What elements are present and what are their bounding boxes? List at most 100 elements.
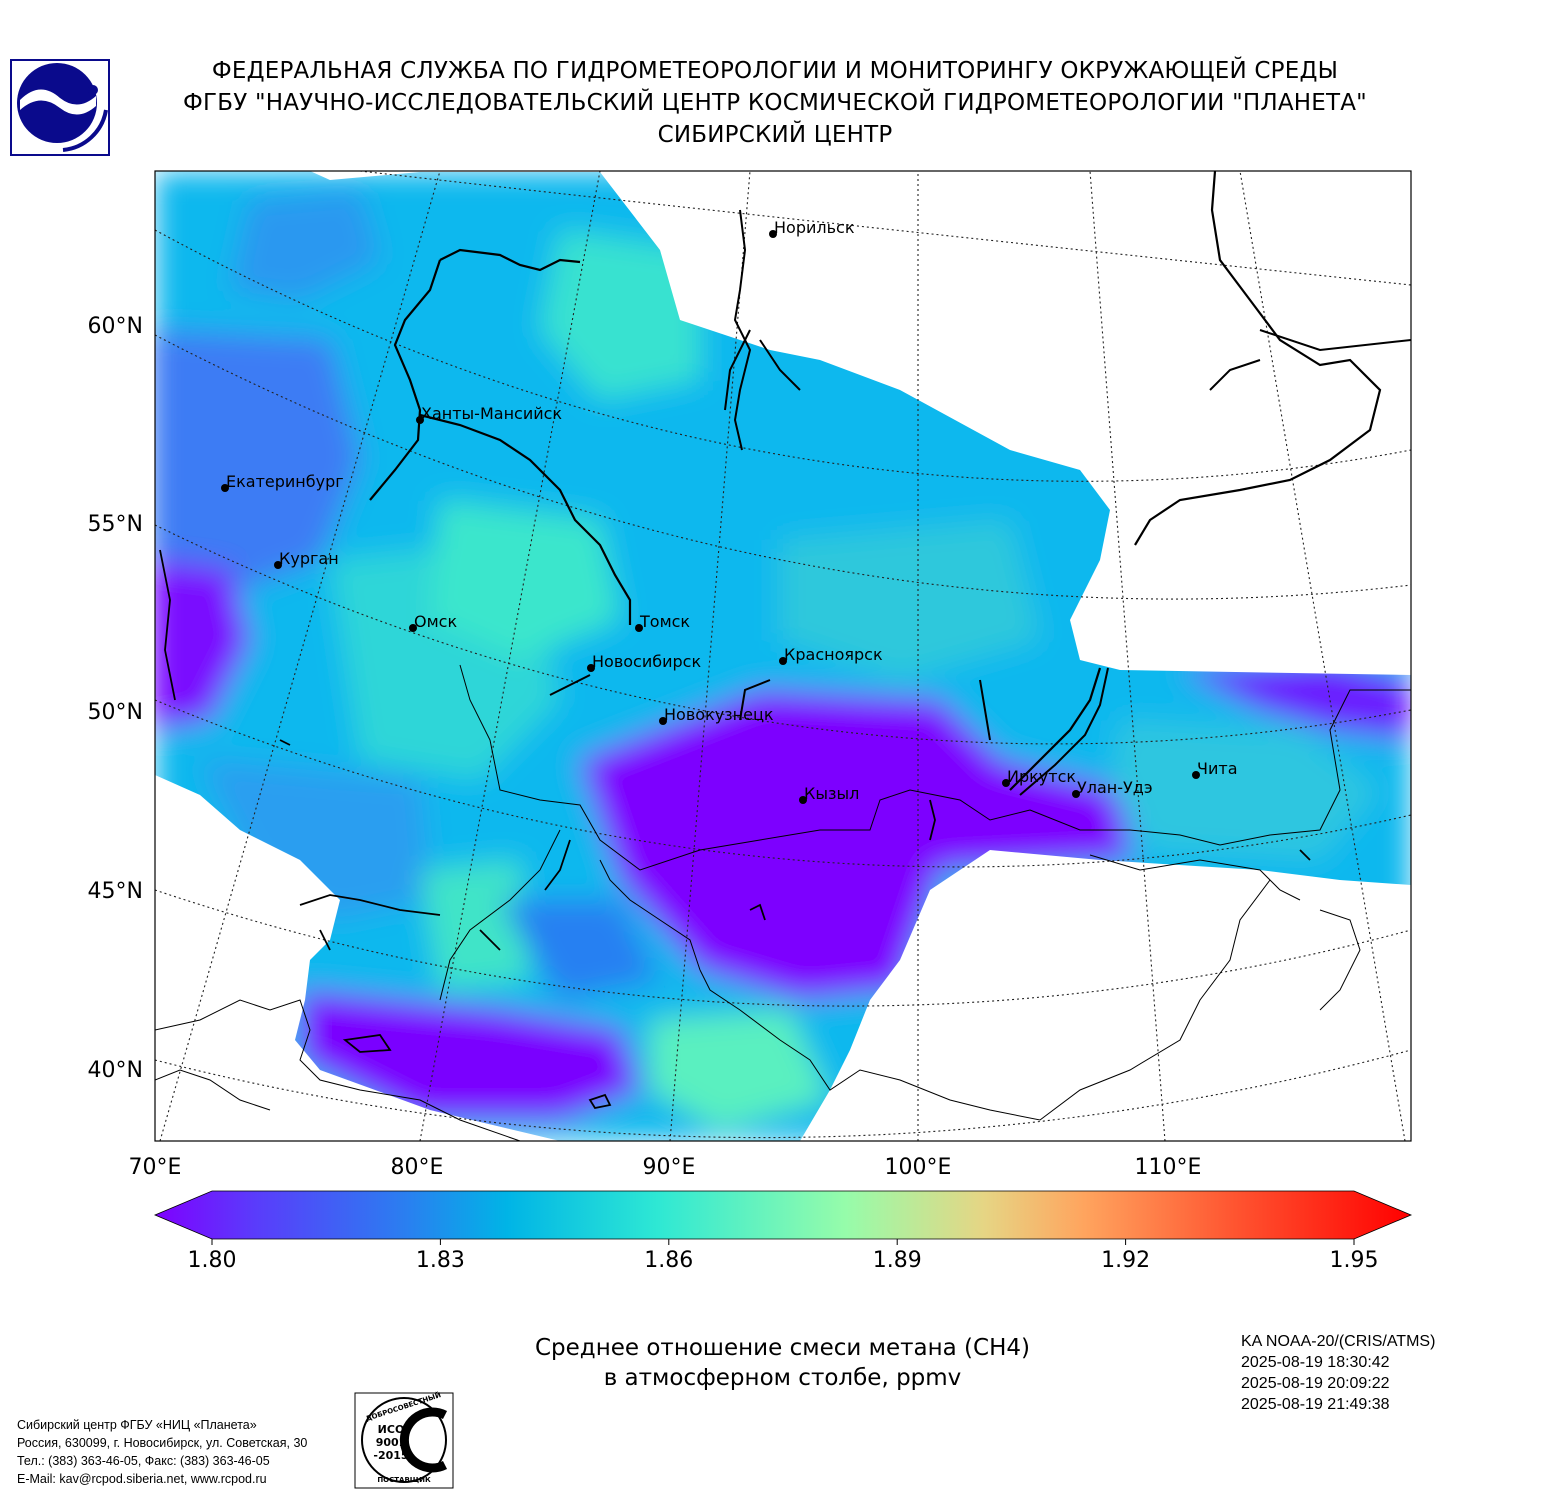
city-label: Курган: [279, 549, 339, 568]
city-dot: [409, 624, 417, 632]
city-marker: Иркутск: [1002, 767, 1076, 787]
logo-emblem: [10, 59, 110, 156]
city-label: Новосибирск: [592, 652, 701, 671]
lat-label-50: 50°N: [88, 700, 143, 725]
field-patch: [780, 520, 1040, 680]
city-marker: Кызыл: [799, 784, 859, 804]
city-dot: [659, 717, 667, 725]
city-label: Иркутск: [1007, 767, 1076, 786]
colorbar-tick-label: 1.89: [873, 1248, 922, 1273]
colorbar: 1.80 1.83 1.86 1.89 1.92 1.95: [153, 1190, 1413, 1273]
city-marker: Улан-Удэ: [1072, 778, 1153, 798]
field-patch: [650, 1010, 830, 1130]
city-marker: Курган: [274, 549, 339, 569]
field-patch: [1180, 660, 1411, 740]
pass-time-1: 2025-08-19 18:30:42: [1241, 1354, 1390, 1371]
field-patch: [200, 760, 430, 920]
field-patch: [740, 380, 1060, 520]
footer-org: Сибирский центр ФГБУ «НИЦ «Планета»: [17, 1418, 257, 1432]
city-label: Екатеринбург: [226, 472, 344, 491]
city-dot: [799, 796, 807, 804]
lat-label-60: 60°N: [88, 314, 143, 339]
lon-label-110: 110°E: [1135, 1155, 1202, 1180]
rivers-and-borders: [155, 171, 1411, 1141]
cert-number-text: 9001: [376, 1436, 407, 1449]
pass-time-3: 2025-08-19 21:49:38: [1241, 1396, 1390, 1413]
city-label: Томск: [639, 612, 690, 631]
pass-time-2: 2025-08-19 20:09:22: [1241, 1375, 1390, 1392]
field-patch: [300, 990, 640, 1120]
city-dot: [1072, 790, 1080, 798]
colorbar-gradient: [153, 1190, 1413, 1240]
header-title-line-1: ФЕДЕРАЛЬНАЯ СЛУЖБА ПО ГИДРОМЕТЕОРОЛОГИИ …: [211, 58, 1339, 84]
lon-label-70: 70°E: [129, 1155, 182, 1180]
colorbar-tick-label: 1.80: [188, 1248, 237, 1273]
colorbar-tick-label: 1.86: [644, 1248, 693, 1273]
map-caption-line-2: в атмосферном столбе, ppmv: [603, 1365, 962, 1391]
city-label: Чита: [1197, 759, 1238, 778]
city-marker: Чита: [1192, 759, 1238, 779]
field-patch: [540, 230, 700, 400]
city-label: Кызыл: [804, 784, 859, 803]
lon-label-80: 80°E: [391, 1155, 444, 1180]
colorbar-tick-label: 1.92: [1101, 1248, 1150, 1273]
city-dot: [587, 664, 595, 672]
city-label: Норильск: [774, 218, 855, 237]
footer-phone: Тел.: (383) 363-46-05, Факс: (383) 363-4…: [17, 1454, 270, 1468]
latitude-labels: 60°N 55°N 50°N 45°N 40°N: [88, 314, 143, 1083]
city-dot: [221, 484, 229, 492]
field-patch: [580, 690, 1130, 1000]
longitude-labels: 70°E 80°E 90°E 100°E 110°E: [129, 1155, 1202, 1180]
city-marker: Томск: [635, 612, 690, 632]
footer-address: Россия, 630099, г. Новосибирск, ул. Сове…: [17, 1436, 308, 1450]
city-dot: [1192, 771, 1200, 779]
city-label: Омск: [414, 612, 457, 631]
city-marker: Красноярск: [779, 645, 883, 665]
footer-email: E-Mail: kav@rcpod.siberia.net, www.rcpod…: [17, 1472, 267, 1486]
lat-label-55: 55°N: [88, 512, 143, 537]
city-marker: Екатеринбург: [221, 472, 344, 492]
lat-label-40: 40°N: [88, 1058, 143, 1083]
city-marker: Новосибирск: [587, 652, 701, 672]
cert-bottom-text: ПОСТАВЩИК: [377, 1476, 431, 1484]
colorbar-tick-label: 1.83: [416, 1248, 465, 1273]
cert-year-text: -2015: [373, 1449, 408, 1462]
city-dot: [769, 230, 777, 238]
field-patch: [155, 560, 250, 730]
city-marker: Омск: [409, 612, 457, 632]
header-title-line-2: ФГБУ "НАУЧНО-ИССЛЕДОВАТЕЛЬСКИЙ ЦЕНТР КОС…: [183, 90, 1367, 116]
satellite-info: KA NOAA-20/(CRIS/ATMS) 2025-08-19 18:30:…: [1241, 1331, 1435, 1415]
city-dot: [1002, 779, 1010, 787]
city-dot: [416, 416, 424, 424]
field-patch: [430, 500, 620, 660]
field-patch: [1110, 720, 1380, 860]
city-marker: Ханты-Мансийск: [416, 404, 562, 424]
methane-field: [155, 171, 1411, 1141]
field-patch: [500, 900, 660, 1000]
city-dot: [635, 624, 643, 632]
city-dot: [779, 657, 787, 665]
lat-label-45: 45°N: [88, 879, 143, 904]
field-patch: [420, 860, 530, 990]
map-frame: [154, 170, 1412, 1142]
lon-label-100: 100°E: [885, 1155, 952, 1180]
city-label: Ханты-Мансийск: [421, 404, 562, 423]
city-label: Новокузнецк: [664, 705, 774, 724]
graticule: [155, 171, 1411, 1141]
lon-label-90: 90°E: [643, 1155, 696, 1180]
city-label: Красноярск: [784, 645, 883, 664]
footer-contact: Сибирский центр ФГБУ «НИЦ «Планета» Росс…: [17, 1416, 307, 1488]
certification-logo: ДОБРОСОВЕСТНЫЙ ИСО 9001 -2015 ПОСТАВЩИК: [354, 1390, 454, 1489]
colorbar-ticks: 1.80 1.83 1.86 1.89 1.92 1.95: [188, 1239, 1379, 1273]
satellite-name: KA NOAA-20/(CRIS/ATMS): [1241, 1333, 1436, 1350]
city-markers: Норильск Ханты-Мансийск Екатеринбург Курган…: [221, 218, 1238, 804]
city-marker: Новокузнецк: [659, 705, 774, 725]
header-title-line-3: СИБИРСКИЙ ЦЕНТР: [657, 122, 893, 148]
map-caption-line-1: Среднее отношение смеси метана (CH4): [534, 1335, 1030, 1361]
city-dot: [274, 561, 282, 569]
city-marker: Норильск: [769, 218, 855, 238]
colorbar-tick-label: 1.95: [1330, 1248, 1379, 1273]
cert-iso-text: ИСО: [378, 1423, 405, 1436]
field-patch: [230, 190, 380, 300]
